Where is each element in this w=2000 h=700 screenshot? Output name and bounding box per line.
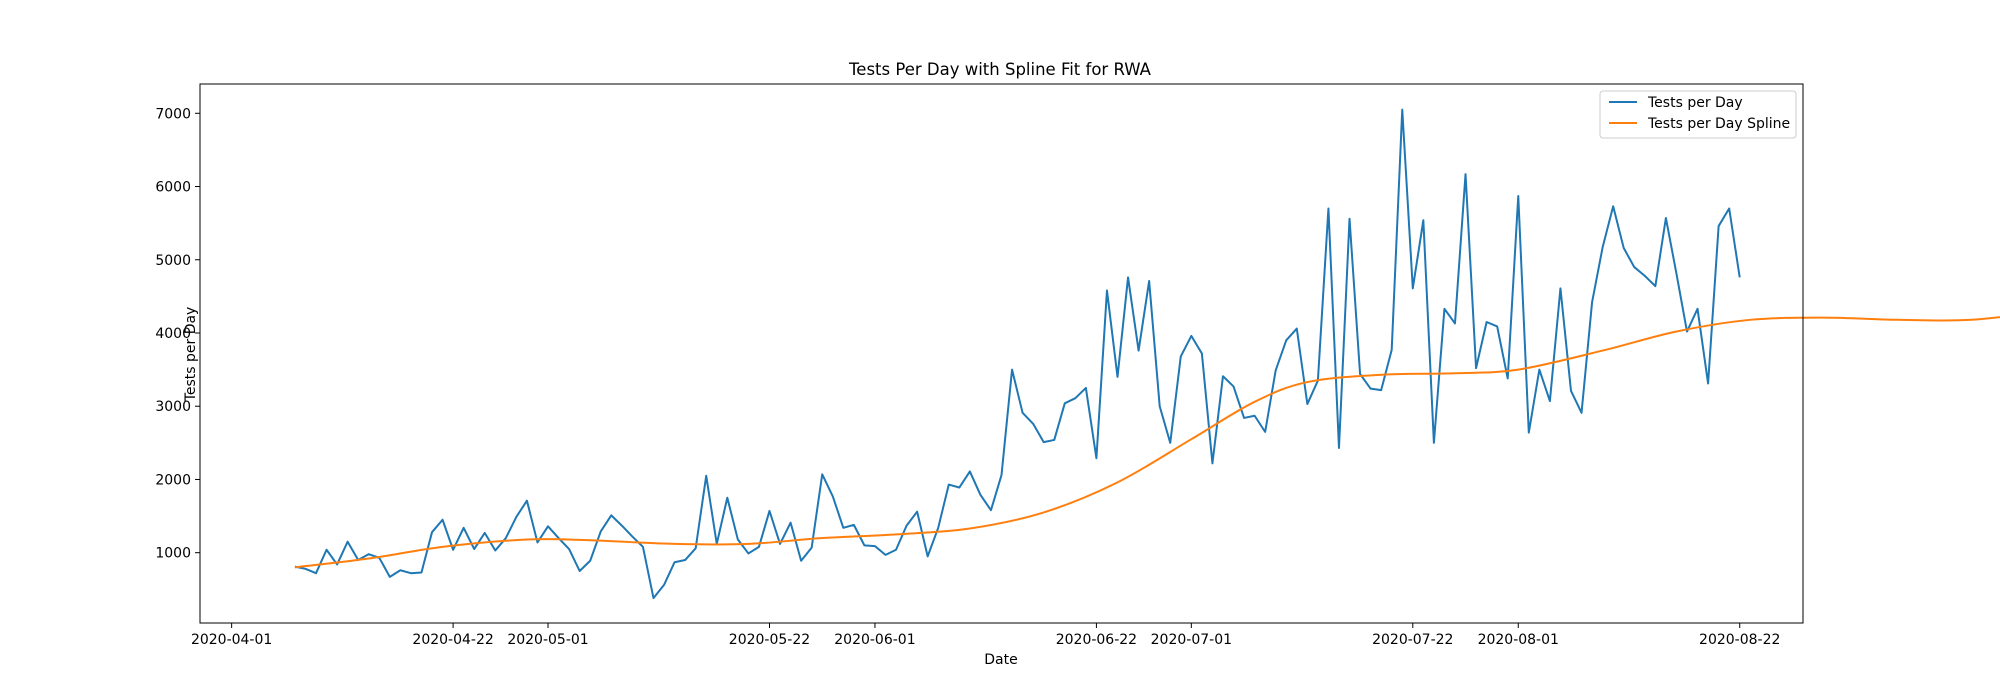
y-tick-label: 2000 xyxy=(155,472,191,488)
series-layer xyxy=(294,108,2000,600)
y-axis: 1000 2000 3000 4000 5000 6000 7000 xyxy=(155,106,200,562)
x-axis-label: Date xyxy=(984,652,1017,668)
x-tick-label: 2020-08-01 xyxy=(1478,632,1559,648)
x-axis: 2020-04-01 2020-04-22 2020-05-01 2020-05-22… xyxy=(191,623,1780,648)
y-tick-label: 6000 xyxy=(155,180,191,196)
y-axis-label: Tests per Day xyxy=(183,307,199,403)
series-line-tests-per-day xyxy=(294,108,1741,600)
legend: Tests per Day Tests per Day Spline xyxy=(1599,90,1797,139)
y-tick-label: 4000 xyxy=(155,326,191,342)
y-tick-label: 3000 xyxy=(155,399,191,415)
y-tick-label: 5000 xyxy=(155,253,191,269)
series-line-tests-per-day-spline xyxy=(294,316,2000,569)
x-tick-label: 2020-07-01 xyxy=(1151,632,1232,648)
y-tick-label: 1000 xyxy=(155,546,191,562)
axes-frame xyxy=(199,83,1804,624)
x-tick-label: 2020-05-22 xyxy=(729,632,810,648)
legend-label-tests-per-day: Tests per Day xyxy=(1647,95,1743,111)
x-tick-label: 2020-06-22 xyxy=(1056,632,1137,648)
x-tick-label: 2020-06-01 xyxy=(834,632,915,648)
x-tick-label: 2020-05-01 xyxy=(507,632,588,648)
x-tick-label: 2020-04-22 xyxy=(412,632,493,648)
legend-label-tests-per-day-spline: Tests per Day Spline xyxy=(1647,116,1790,132)
x-tick-label: 2020-08-22 xyxy=(1699,632,1780,648)
x-tick-label: 2020-04-01 xyxy=(191,632,272,648)
chart-title: Tests Per Day with Spline Fit for RWA xyxy=(848,60,1152,79)
legend-box xyxy=(1599,90,1797,139)
y-tick-label: 7000 xyxy=(155,106,191,122)
plot-area xyxy=(199,83,2000,624)
x-tick-label: 2020-07-22 xyxy=(1372,632,1453,648)
